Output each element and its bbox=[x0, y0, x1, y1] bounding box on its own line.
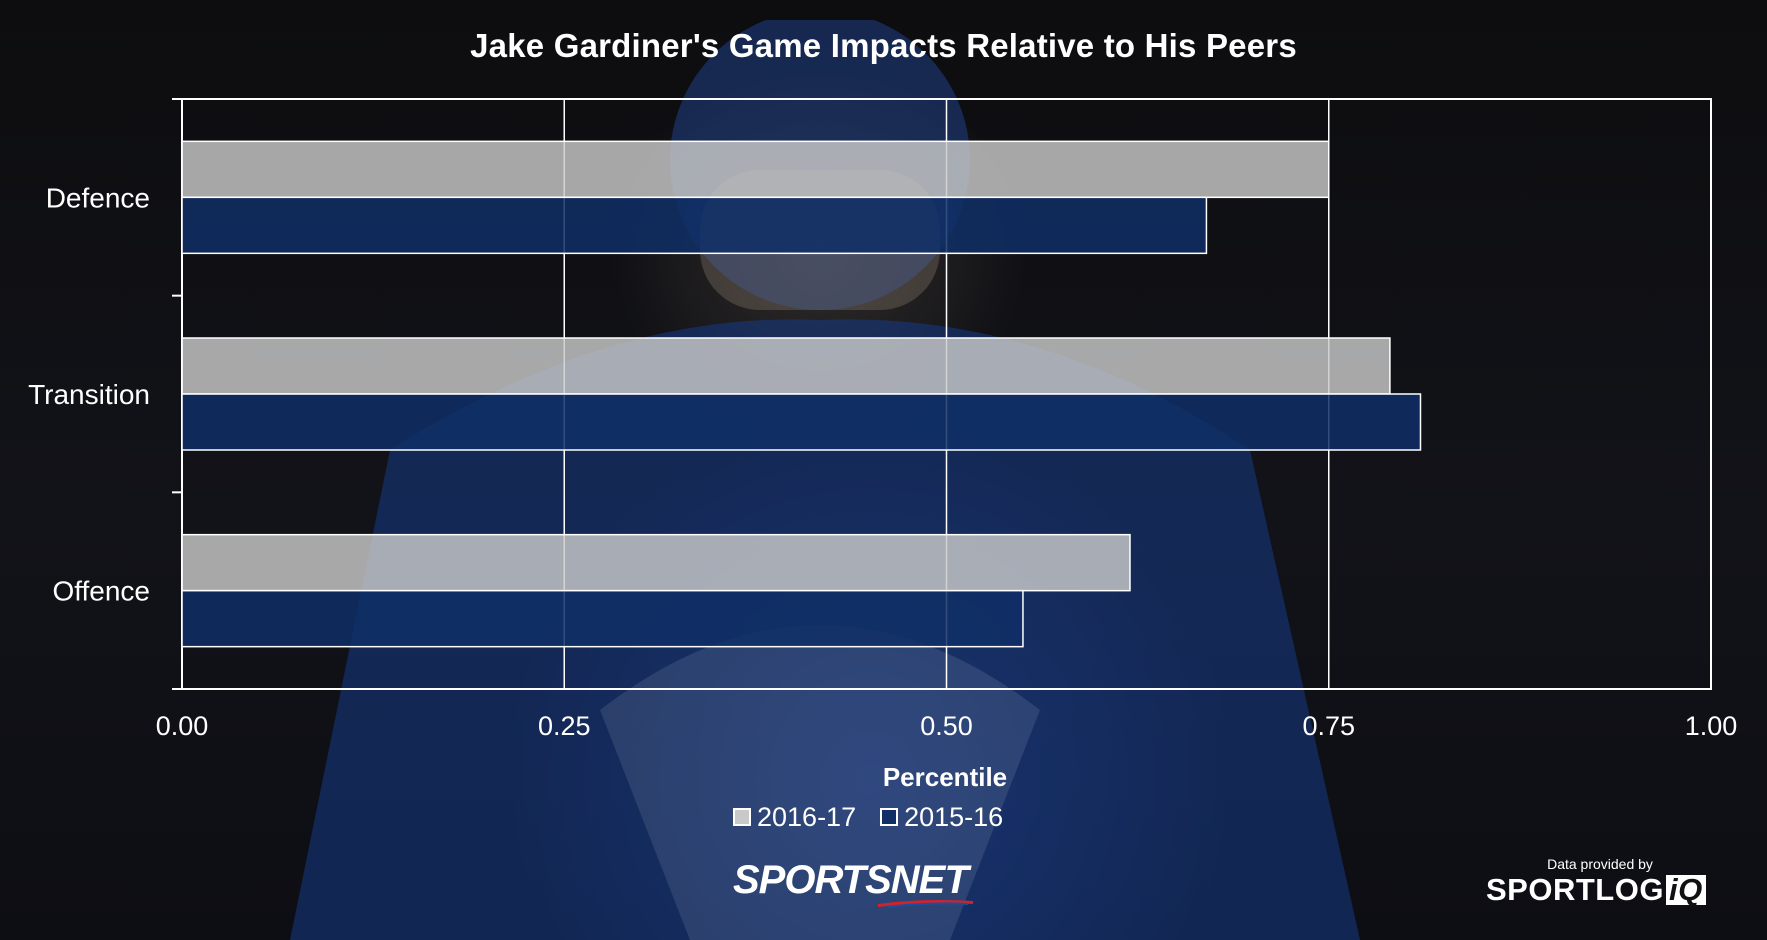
bar-defence-2016-17 bbox=[181, 140, 1330, 199]
sportsnet-logo: SPORTSNET bbox=[733, 858, 969, 902]
bar-transition-2016-17 bbox=[181, 337, 1391, 395]
sportsnet-swoosh-icon bbox=[878, 900, 973, 908]
legend-label-2015-16: 2015-16 bbox=[904, 801, 1004, 832]
legend-item-2015-16: 2015-16 bbox=[880, 802, 1003, 833]
y-category-label: Defence bbox=[46, 182, 150, 213]
sportlogiq-logo-iq: iQ bbox=[1665, 874, 1706, 905]
y-category-label: Transition bbox=[28, 379, 150, 410]
x-tick-label: 1.00 bbox=[1685, 711, 1738, 741]
x-axis-title: Percentile bbox=[882, 762, 1008, 792]
bar-transition-2015-16 bbox=[181, 393, 1422, 451]
x-tick-label: 0.75 bbox=[1302, 711, 1355, 741]
legend-item-2016-17: 2016-17 bbox=[733, 802, 856, 833]
sportlogiq-logo: SPORTLOG iQ bbox=[1486, 872, 1706, 908]
bar-offence-2015-16 bbox=[181, 589, 1024, 648]
data-credit: Data provided by bbox=[1547, 856, 1653, 872]
legend-swatch-2016-17 bbox=[733, 808, 751, 826]
bar-defence-2015-16 bbox=[181, 196, 1208, 255]
sportlogiq-logo-text: SPORTLOG bbox=[1486, 872, 1664, 907]
y-category-label: Offence bbox=[52, 576, 150, 607]
legend: 2016-17 2015-16 bbox=[733, 800, 1027, 834]
x-tick-label: 0.25 bbox=[538, 711, 591, 741]
chart-title: Jake Gardiner's Game Impacts Relative to… bbox=[470, 27, 1297, 64]
legend-label-2016-17: 2016-17 bbox=[757, 801, 857, 832]
x-tick-label: 0.50 bbox=[920, 711, 973, 741]
bar-offence-2016-17 bbox=[181, 533, 1131, 592]
legend-swatch-2015-16 bbox=[880, 808, 899, 826]
x-tick-label: 0.00 bbox=[156, 711, 209, 741]
